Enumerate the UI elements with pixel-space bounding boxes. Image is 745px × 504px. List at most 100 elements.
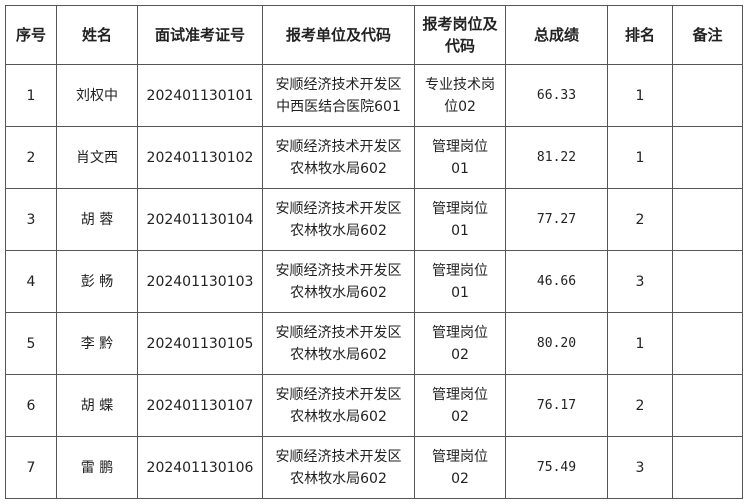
unit-line: 农林牧水局602 xyxy=(290,346,387,363)
cell-name: 胡 蝶 xyxy=(56,374,138,437)
post-line: 管理岗位 xyxy=(432,262,488,279)
post-line: 位02 xyxy=(444,98,476,115)
cell-name: 李 黔 xyxy=(56,312,138,375)
header-note: 备注 xyxy=(672,5,743,65)
cell-unit: 安顺经济技术开发区 农林牧水局602 xyxy=(262,312,415,375)
cell-note xyxy=(672,436,743,499)
cell-unit: 安顺经济技术开发区 农林牧水局602 xyxy=(262,374,415,437)
unit-line: 安顺经济技术开发区 xyxy=(275,262,402,279)
cell-unit: 安顺经济技术开发区 农林牧水局602 xyxy=(262,126,415,189)
cell-id: 202401130104 xyxy=(137,188,263,251)
cell-score: 77.27 xyxy=(505,188,608,251)
cell-note xyxy=(672,126,743,189)
cell-id: 202401130103 xyxy=(137,250,263,313)
post-line: 02 xyxy=(451,470,469,487)
results-table: 序号 姓名 面试准考证号 报考单位及代码 报考岗位及代码 总成绩 排名 备注 1… xyxy=(5,5,743,499)
cell-no: 1 xyxy=(5,64,57,127)
header-post: 报考岗位及代码 xyxy=(414,5,506,65)
cell-note xyxy=(672,312,743,375)
cell-post: 专业技术岗位02 xyxy=(414,64,506,127)
cell-no: 6 xyxy=(5,374,57,437)
unit-line: 农林牧水局602 xyxy=(290,284,387,301)
post-line: 管理岗位 xyxy=(432,200,488,217)
cell-rank: 2 xyxy=(607,374,673,437)
cell-unit: 安顺经济技术开发区 农林牧水局602 xyxy=(262,436,415,499)
cell-score: 75.49 xyxy=(505,436,608,499)
cell-note xyxy=(672,250,743,313)
cell-post: 管理岗位 02 xyxy=(414,436,506,499)
unit-line: 安顺经济技术开发区 xyxy=(275,386,402,403)
header-rank: 排名 xyxy=(607,5,673,65)
unit-line: 安顺经济技术开发区 xyxy=(275,200,402,217)
header-unit: 报考单位及代码 xyxy=(262,5,415,65)
cell-unit: 安顺经济技术开发区 农林牧水局602 xyxy=(262,250,415,313)
cell-name: 雷 鹏 xyxy=(56,436,138,499)
unit-line: 农林牧水局602 xyxy=(290,470,387,487)
cell-name: 肖文西 xyxy=(56,126,138,189)
post-line: 管理岗位 xyxy=(432,138,488,155)
cell-name: 彭 畅 xyxy=(56,250,138,313)
header-post-text: 报考岗位及代码 xyxy=(422,15,498,55)
cell-name: 刘权中 xyxy=(56,64,138,127)
unit-line: 农林牧水局602 xyxy=(290,222,387,239)
cell-post: 管理岗位 02 xyxy=(414,312,506,375)
unit-line: 农林牧水局602 xyxy=(290,160,387,177)
post-line: 02 xyxy=(451,346,469,363)
cell-id: 202401130107 xyxy=(137,374,263,437)
cell-note xyxy=(672,64,743,127)
cell-id: 202401130101 xyxy=(137,64,263,127)
cell-rank: 2 xyxy=(607,188,673,251)
cell-unit: 安顺经济技术开发区 农林牧水局602 xyxy=(262,188,415,251)
table-row: 1 刘权中 202401130101 安顺经济技术开发区 中西医结合医院601 专业技术岗… xyxy=(5,64,743,127)
cell-note xyxy=(672,188,743,251)
cell-score: 76.17 xyxy=(505,374,608,437)
post-line: 01 xyxy=(451,222,469,239)
unit-line: 农林牧水局602 xyxy=(290,408,387,425)
post-line: 01 xyxy=(451,284,469,301)
cell-no: 3 xyxy=(5,188,57,251)
post-line: 专业技术岗 xyxy=(425,76,495,93)
cell-note xyxy=(672,374,743,437)
cell-id: 202401130102 xyxy=(137,126,263,189)
cell-no: 5 xyxy=(5,312,57,375)
unit-line: 安顺经济技术开发区 xyxy=(275,448,402,465)
unit-line: 安顺经济技术开发区 xyxy=(275,76,402,93)
cell-rank: 1 xyxy=(607,312,673,375)
cell-score: 81.22 xyxy=(505,126,608,189)
unit-line: 中西医结合医院601 xyxy=(276,98,401,115)
cell-rank: 3 xyxy=(607,250,673,313)
cell-score: 66.33 xyxy=(505,64,608,127)
cell-unit: 安顺经济技术开发区 中西医结合医院601 xyxy=(262,64,415,127)
cell-rank: 3 xyxy=(607,436,673,499)
cell-no: 4 xyxy=(5,250,57,313)
cell-rank: 1 xyxy=(607,64,673,127)
post-line: 管理岗位 xyxy=(432,386,488,403)
cell-score: 46.66 xyxy=(505,250,608,313)
unit-line: 安顺经济技术开发区 xyxy=(275,138,402,155)
cell-post: 管理岗位 02 xyxy=(414,374,506,437)
header-id: 面试准考证号 xyxy=(137,5,263,65)
post-line: 01 xyxy=(451,160,469,177)
cell-post: 管理岗位 01 xyxy=(414,188,506,251)
header-name: 姓名 xyxy=(56,5,138,65)
header-score: 总成绩 xyxy=(505,5,608,65)
post-line: 管理岗位 xyxy=(432,324,488,341)
cell-post: 管理岗位 01 xyxy=(414,250,506,313)
post-line: 管理岗位 xyxy=(432,448,488,465)
header-no: 序号 xyxy=(5,5,57,65)
cell-no: 7 xyxy=(5,436,57,499)
header-row: 序号 姓名 面试准考证号 报考单位及代码 报考岗位及代码 总成绩 排名 备注 xyxy=(5,5,743,65)
cell-no: 2 xyxy=(5,126,57,189)
cell-name: 胡 蓉 xyxy=(56,188,138,251)
cell-id: 202401130106 xyxy=(137,436,263,499)
cell-post: 管理岗位 01 xyxy=(414,126,506,189)
table-row: 2 肖文西 202401130102 安顺经济技术开发区 农林牧水局602 管理岗位 01 8… xyxy=(5,126,743,189)
cell-rank: 1 xyxy=(607,126,673,189)
unit-line: 安顺经济技术开发区 xyxy=(275,324,402,341)
cell-score: 80.20 xyxy=(505,312,608,375)
